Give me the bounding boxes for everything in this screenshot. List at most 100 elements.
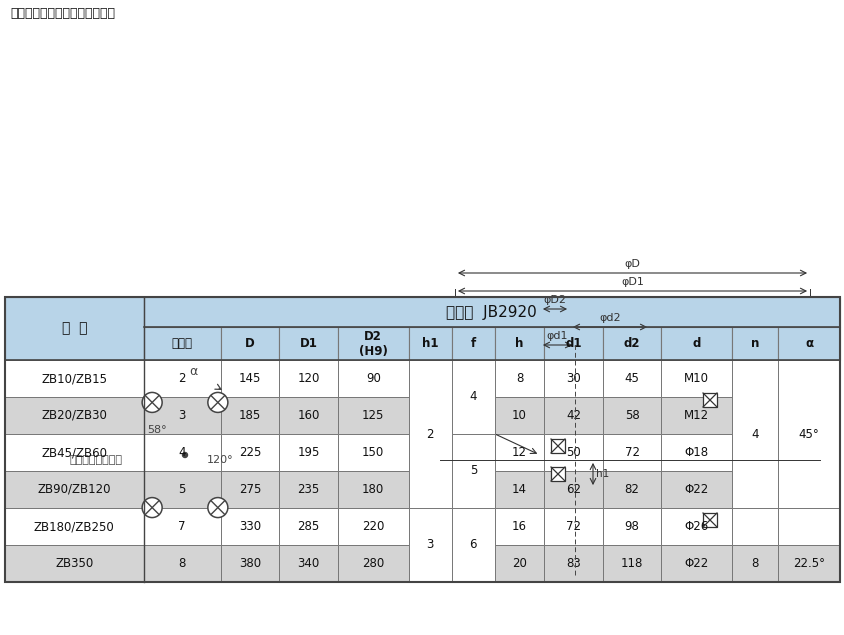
Bar bbox=[777, 327, 839, 360]
Bar bbox=[731, 397, 777, 434]
Text: 120°: 120° bbox=[207, 455, 233, 465]
Bar bbox=[279, 545, 338, 582]
Bar bbox=[279, 360, 338, 397]
Text: 225: 225 bbox=[239, 446, 261, 459]
Text: 180: 180 bbox=[361, 483, 384, 496]
Text: 7: 7 bbox=[178, 520, 186, 533]
Text: 与阀门连接的结构示意图及尺寸: 与阀门连接的结构示意图及尺寸 bbox=[10, 7, 115, 20]
Bar bbox=[338, 397, 408, 434]
Text: 330: 330 bbox=[239, 520, 261, 533]
Bar bbox=[602, 327, 661, 360]
Text: 4: 4 bbox=[469, 391, 477, 403]
Bar bbox=[279, 508, 338, 545]
Polygon shape bbox=[649, 460, 809, 560]
Text: 118: 118 bbox=[620, 557, 642, 570]
Text: ZB20/ZB30: ZB20/ZB30 bbox=[41, 409, 107, 422]
Bar bbox=[143, 327, 220, 360]
Bar bbox=[777, 508, 839, 545]
Text: 220: 220 bbox=[361, 520, 384, 533]
Text: 72: 72 bbox=[624, 446, 639, 459]
Bar bbox=[5, 434, 143, 471]
Bar bbox=[452, 508, 495, 582]
Bar bbox=[5, 360, 143, 397]
Bar bbox=[550, 439, 565, 453]
Text: d1: d1 bbox=[565, 337, 581, 350]
Bar bbox=[338, 434, 408, 471]
Text: 5: 5 bbox=[469, 464, 477, 478]
Bar bbox=[731, 360, 777, 397]
Circle shape bbox=[182, 453, 187, 457]
Bar bbox=[338, 360, 408, 397]
Bar bbox=[452, 471, 495, 508]
Bar bbox=[5, 297, 143, 360]
Bar bbox=[143, 508, 220, 545]
Bar bbox=[452, 360, 495, 397]
Bar bbox=[661, 327, 731, 360]
Bar bbox=[544, 360, 602, 397]
Bar bbox=[661, 360, 731, 397]
Text: 58: 58 bbox=[624, 409, 639, 422]
Bar bbox=[408, 471, 452, 508]
Text: 转矩型  JB2920: 转矩型 JB2920 bbox=[446, 305, 537, 319]
Bar bbox=[5, 545, 143, 582]
Bar bbox=[731, 508, 777, 545]
Text: M12: M12 bbox=[684, 409, 708, 422]
Bar bbox=[731, 508, 777, 545]
Text: ZB45/ZB60: ZB45/ZB60 bbox=[41, 446, 107, 459]
Polygon shape bbox=[649, 360, 809, 460]
Bar bbox=[143, 471, 220, 508]
Bar bbox=[495, 360, 544, 397]
Bar bbox=[495, 545, 544, 582]
Bar bbox=[495, 434, 544, 471]
Text: ZB350: ZB350 bbox=[55, 557, 94, 570]
Bar bbox=[544, 327, 602, 360]
Bar bbox=[279, 397, 338, 434]
Bar bbox=[220, 471, 279, 508]
Bar bbox=[338, 545, 408, 582]
Bar bbox=[602, 545, 661, 582]
Text: 83: 83 bbox=[565, 557, 580, 570]
Bar bbox=[777, 508, 839, 545]
Bar bbox=[452, 397, 495, 434]
Text: φD2: φD2 bbox=[543, 295, 565, 305]
Text: 8: 8 bbox=[750, 557, 758, 570]
Bar bbox=[777, 397, 839, 434]
Bar bbox=[220, 545, 279, 582]
Text: 120: 120 bbox=[297, 372, 319, 385]
Bar bbox=[220, 360, 279, 397]
Text: D1: D1 bbox=[300, 337, 317, 350]
Bar bbox=[408, 545, 452, 582]
Bar bbox=[602, 397, 661, 434]
Text: 45°: 45° bbox=[798, 427, 819, 441]
Text: 235: 235 bbox=[297, 483, 319, 496]
Circle shape bbox=[208, 392, 228, 412]
Text: 90: 90 bbox=[365, 372, 380, 385]
Text: 42: 42 bbox=[565, 409, 581, 422]
Text: Φ26: Φ26 bbox=[684, 520, 708, 533]
Text: 2: 2 bbox=[426, 427, 434, 441]
Bar bbox=[550, 467, 565, 481]
Text: 160: 160 bbox=[297, 409, 319, 422]
Bar bbox=[408, 360, 452, 397]
Text: φD1: φD1 bbox=[620, 277, 643, 287]
Text: h1: h1 bbox=[421, 337, 438, 350]
Text: 4: 4 bbox=[750, 427, 758, 441]
Bar bbox=[5, 397, 143, 434]
Text: 58°: 58° bbox=[147, 425, 166, 435]
Bar bbox=[408, 397, 452, 434]
Bar bbox=[777, 471, 839, 508]
Text: 125: 125 bbox=[361, 409, 384, 422]
Bar bbox=[452, 545, 495, 582]
Text: 285: 285 bbox=[297, 520, 319, 533]
Text: f: f bbox=[470, 337, 475, 350]
Bar bbox=[408, 434, 452, 471]
Text: α: α bbox=[804, 337, 812, 350]
Text: α: α bbox=[189, 365, 197, 378]
Text: 340: 340 bbox=[297, 557, 319, 570]
Bar bbox=[452, 434, 495, 508]
Text: 98: 98 bbox=[624, 520, 639, 533]
Bar bbox=[220, 508, 279, 545]
Bar bbox=[143, 397, 220, 434]
Text: 型  号: 型 号 bbox=[62, 321, 87, 335]
Text: ZB10/ZB15: ZB10/ZB15 bbox=[41, 372, 107, 385]
